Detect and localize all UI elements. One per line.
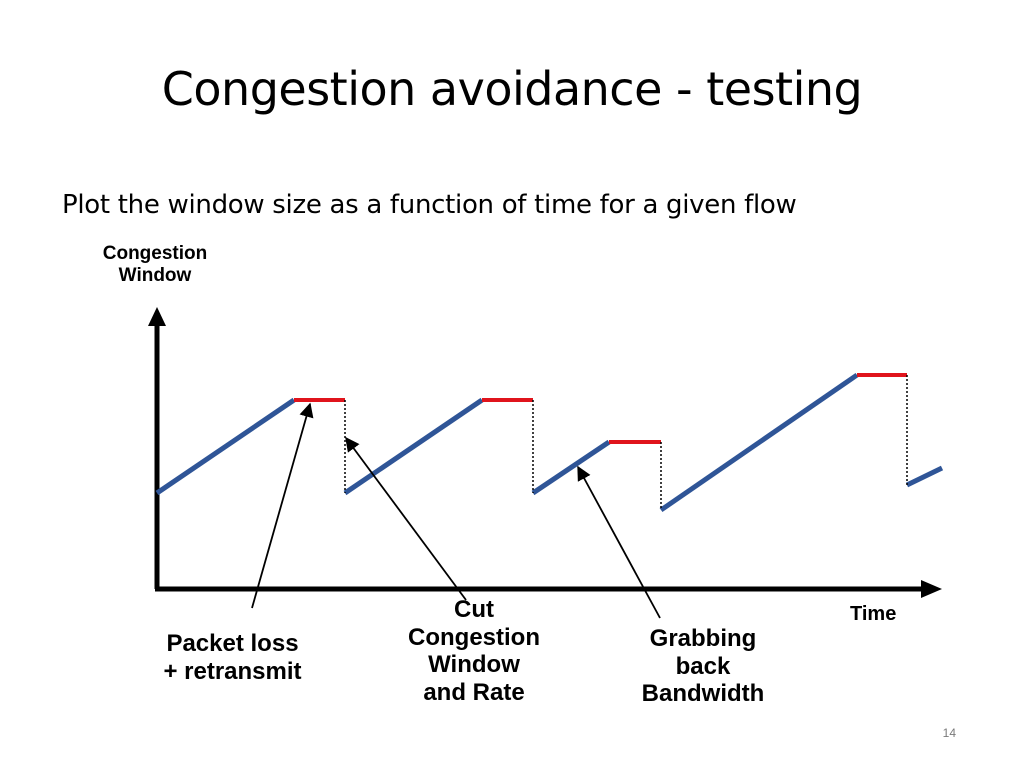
growth-segment-2 (343, 397, 484, 496)
y-axis-label: Congestion Window (80, 243, 230, 287)
grabbing-bandwidth-arrow (577, 465, 661, 619)
loss-plateaus (294, 373, 907, 444)
cut-window-annotation-line-4: and Rate (423, 678, 525, 706)
growth-segments (155, 372, 944, 513)
packet-loss-annotation-line-1: Packet loss (166, 630, 299, 657)
packet-loss-annotation: Packet loss + retransmit (140, 630, 325, 685)
window-cuts (344, 375, 908, 510)
cut-window-annotation-line-2: Congestion (408, 623, 540, 651)
grabbing-bandwidth-annotation-line-1: Grabbing (649, 625, 757, 652)
x-axis-label: Time (850, 603, 897, 625)
slide-subtitle: Plot the window size as a function of ti… (62, 190, 797, 220)
axes (148, 307, 942, 598)
cut-window-arrow (345, 436, 467, 601)
packet-loss-annotation-line-2: + retransmit (163, 657, 302, 685)
annotation-arrows (251, 402, 661, 619)
page-number: 14 (942, 726, 956, 740)
grabbing-bandwidth-annotation: Grabbing back Bandwidth (618, 625, 788, 708)
growth-segment-3 (531, 439, 611, 496)
grabbing-bandwidth-annotation-line-2: back (675, 652, 731, 680)
grabbing-bandwidth-annotation-line-3: Bandwidth (641, 680, 765, 708)
cut-window-annotation-line-3: Window (428, 651, 520, 679)
cut-window-annotation-line-1: Cut (454, 596, 494, 623)
y-axis-label-line-1: Congestion (102, 243, 208, 264)
y-axis-label-line-2: Window (118, 264, 192, 286)
growth-segment-4 (659, 372, 859, 513)
growth-segment-5 (905, 465, 944, 488)
x-axis-arrowhead (921, 580, 942, 598)
y-axis-arrowhead (148, 307, 166, 326)
growth-segment-1 (155, 397, 296, 496)
cut-window-annotation: Cut Congestion Window and Rate (384, 596, 564, 706)
slide-title: Congestion avoidance - testing (161, 62, 863, 116)
packet-loss-arrow (251, 402, 314, 609)
